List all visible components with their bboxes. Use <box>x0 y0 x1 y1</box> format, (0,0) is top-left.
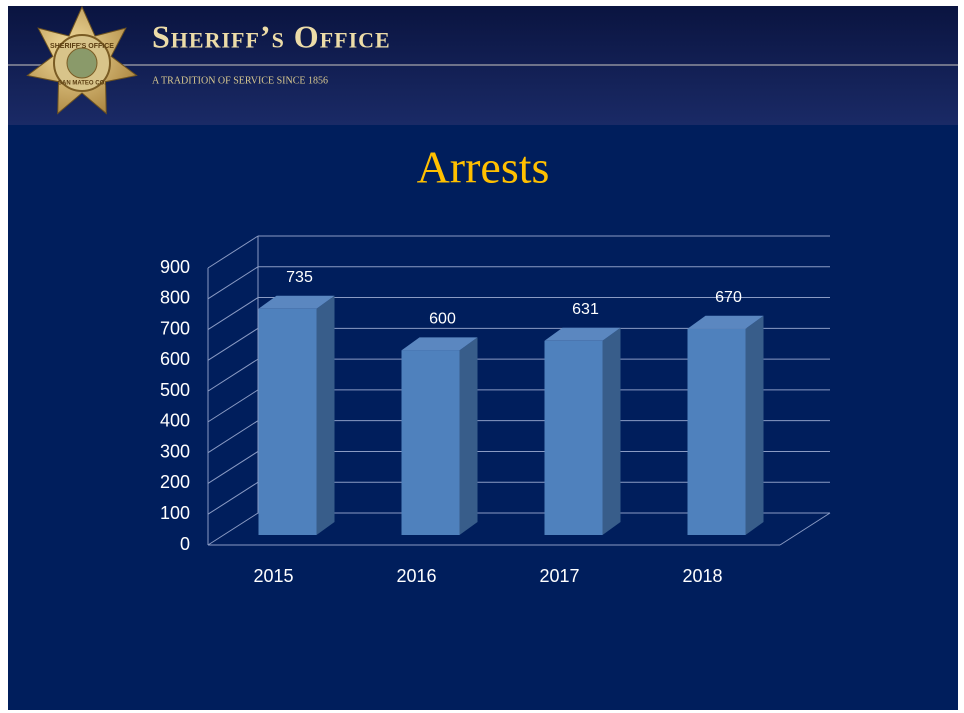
grid-line <box>207 451 259 484</box>
bar-top <box>687 315 764 329</box>
bar <box>687 328 746 535</box>
header-subtitle: A TRADITION OF SERVICE SINCE 1856 <box>152 75 328 86</box>
badge-center <box>66 47 98 79</box>
y-tick-label: 900 <box>160 257 190 277</box>
value-label: 670 <box>715 289 742 306</box>
grid-line <box>207 358 259 392</box>
bar-top <box>544 327 621 341</box>
y-tick-label: 400 <box>160 411 190 431</box>
x-tick-label: 2016 <box>396 566 436 586</box>
bar <box>401 350 460 535</box>
value-label: 600 <box>429 311 456 328</box>
y-tick-label: 0 <box>180 534 190 554</box>
floor-edge <box>779 512 831 546</box>
value-label: 735 <box>286 269 313 286</box>
bar-side <box>459 337 478 535</box>
grid-line <box>207 420 259 454</box>
y-tick-label: 600 <box>160 349 190 369</box>
bar-top <box>258 295 335 309</box>
x-tick-label: 2015 <box>253 566 293 586</box>
y-tick-label: 100 <box>160 503 190 523</box>
bar-side <box>602 327 621 535</box>
grid-line <box>207 327 259 361</box>
value-label: 631 <box>572 301 599 318</box>
badge-text: SAN MATEO CO. <box>58 81 106 87</box>
grid-line <box>207 235 259 269</box>
grid-line <box>207 481 259 515</box>
grid-line <box>207 389 259 423</box>
x-tick-label: 2017 <box>539 566 579 586</box>
y-tick-label: 700 <box>160 318 190 338</box>
bar <box>258 308 317 535</box>
grid-line <box>207 512 259 546</box>
chart-title: Arrests <box>417 142 550 193</box>
y-tick-label: 800 <box>160 288 190 308</box>
bar <box>544 340 603 535</box>
x-tick-label: 2018 <box>682 566 722 586</box>
bar-side <box>316 295 335 535</box>
grid-line <box>207 297 259 330</box>
grid-line <box>207 266 259 300</box>
bar-side <box>745 315 764 535</box>
badge-text: SHERIFF'S OFFICE <box>50 43 114 50</box>
header-title: Sheriff’s Office <box>152 18 391 54</box>
y-tick-label: 300 <box>160 441 190 461</box>
bar-top <box>401 337 478 351</box>
y-tick-label: 200 <box>160 472 190 492</box>
y-tick-label: 500 <box>160 380 190 400</box>
